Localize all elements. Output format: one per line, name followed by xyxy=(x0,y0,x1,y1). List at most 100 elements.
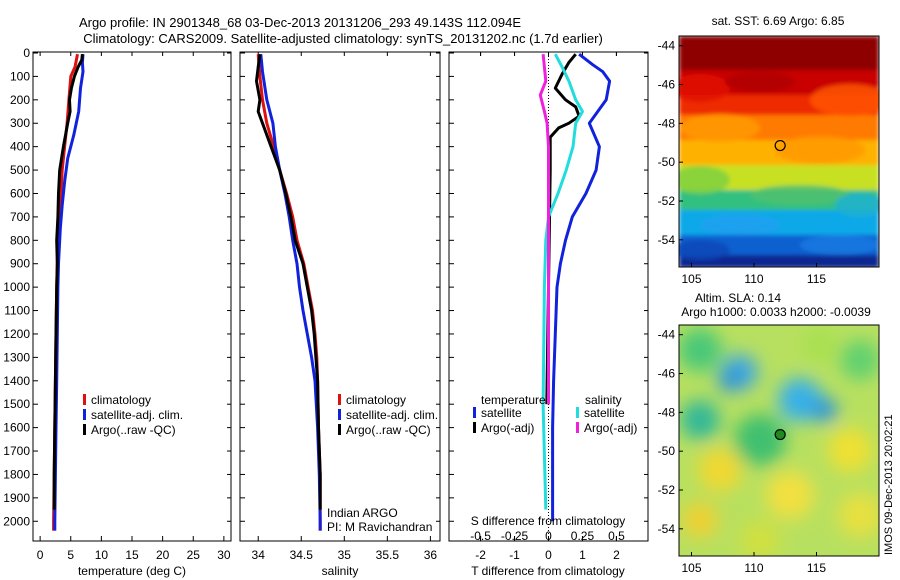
legend-climatology xyxy=(83,394,86,405)
sst-profile-marker xyxy=(774,139,786,152)
legend-s-satellite xyxy=(576,407,579,418)
salinity-line-0 xyxy=(256,54,322,531)
salinity-axis-label: salinity xyxy=(322,564,359,578)
temperature-profiles xyxy=(52,53,85,531)
temperature-axes-box xyxy=(32,51,232,542)
sla-map-subtitle: Argo h1000: 0.0033 h2000: -0.0039 xyxy=(681,305,871,319)
sst-band xyxy=(679,255,879,267)
salinity-depth-ticks xyxy=(240,52,440,522)
depth-tick-label: 1200 xyxy=(3,327,30,341)
sla-patch xyxy=(679,328,722,372)
difference-line-2 xyxy=(541,53,584,510)
sla-patch xyxy=(680,400,720,440)
lon-tick-label: 115 xyxy=(807,272,826,286)
sla-patch xyxy=(802,327,838,363)
depth-tick-label: 1700 xyxy=(3,444,30,458)
x-tick-label: -2 xyxy=(475,548,486,562)
sst-patch xyxy=(680,114,760,142)
x-tick-label: 10 xyxy=(95,548,109,562)
sla-blobs xyxy=(679,327,879,556)
lat-tick-label: -46 xyxy=(658,367,676,381)
x-tick-label: 1 xyxy=(579,548,586,562)
difference-line-3 xyxy=(538,54,550,405)
legend-s-argo xyxy=(576,422,579,433)
difference-depth-ticks xyxy=(449,52,648,522)
temperature-line-2 xyxy=(52,54,84,510)
legend-t-argo-label: Argo(-adj) xyxy=(481,421,534,435)
x-tick-label: 20 xyxy=(156,548,170,562)
legend-argo-label: Argo(..raw -QC) xyxy=(91,423,176,437)
x-tick-label: 0 xyxy=(37,548,44,562)
temperature-line-1 xyxy=(53,54,85,531)
sst-band xyxy=(679,36,879,71)
lon-tick-label: 110 xyxy=(744,272,763,286)
lat-tick-label: -52 xyxy=(658,483,676,497)
s-difference-ticks: -0.5 -0.25 0 0.25 0.5 xyxy=(470,52,625,543)
lat-tick-label: -44 xyxy=(658,328,676,342)
sla-axis-ticks: 105 110 115 -44 -46 -48 -50 -52 -54 xyxy=(658,328,827,575)
sst-patch xyxy=(810,84,879,116)
x-tick-label: 35 xyxy=(338,548,352,562)
temperature-panel: 0100200300400500600700800900100011001200… xyxy=(3,46,232,578)
legend-group-salinity: salinity xyxy=(585,393,622,407)
sst-patch xyxy=(725,72,795,92)
imos-timestamp: IMOS 09-Dec-2013 20:02:21 xyxy=(883,414,895,555)
salinity-axis-ticks: 34 34.5 35 35.5 36 xyxy=(252,52,437,562)
legend-argo xyxy=(83,424,86,435)
sst-patch xyxy=(750,185,850,205)
sla-patch xyxy=(840,340,879,380)
difference-panel: -2 -1 0 1 2 -0.5 -0.25 0 0.25 0.5 S difference f… xyxy=(448,51,649,578)
lon-tick-label: 110 xyxy=(744,561,763,575)
depth-tick-label: 1900 xyxy=(3,491,30,505)
lat-tick-label: -50 xyxy=(658,155,676,169)
sst-axis-ticks: 105 110 115 -44 -46 -48 -50 -52 -54 xyxy=(658,39,827,286)
t-difference-axis-label: T difference from climatology xyxy=(471,564,625,578)
temperature-axis-ticks: 0 5 10 15 20 25 30 xyxy=(37,52,231,562)
x-tick-label: -0.25 xyxy=(501,529,529,543)
depth-tick-label: 600 xyxy=(10,186,30,200)
x-tick-label: 34 xyxy=(252,548,266,562)
sst-patch xyxy=(679,74,730,102)
depth-tick-label: 900 xyxy=(10,257,30,271)
depth-tick-label: 1300 xyxy=(3,350,30,364)
s-difference-axis-label: S difference from climatology xyxy=(471,514,626,528)
salinity-line-2 xyxy=(255,54,322,510)
sst-patch xyxy=(700,215,780,235)
sla-patch xyxy=(698,448,742,492)
difference-line-1 xyxy=(545,53,581,405)
x-tick-label: 0.5 xyxy=(608,529,625,543)
depth-tick-label: 1500 xyxy=(3,397,30,411)
salinity-panel: 34 34.5 35 35.5 36 salinity climatologysatel… xyxy=(239,51,441,578)
salinity-axes-box xyxy=(239,51,441,542)
sla-axes-box xyxy=(678,324,880,557)
x-tick-label: 34.5 xyxy=(290,548,314,562)
legend-climatology-label: climatology xyxy=(346,393,406,407)
sla-patch xyxy=(740,520,780,556)
legend-satellite xyxy=(338,409,341,420)
legend-climatology-label: climatology xyxy=(91,393,151,407)
legend-satellite xyxy=(83,409,86,420)
depth-axis-ticks: 0 100 200 300 400 500 600 700 800 900 1000 1100 1200… xyxy=(3,46,231,528)
lon-tick-label: 115 xyxy=(807,561,826,575)
depth-tick-label: 200 xyxy=(10,93,30,107)
depth-tick-label: 800 xyxy=(10,233,30,247)
difference-line-0 xyxy=(551,53,612,522)
difference-profiles xyxy=(538,53,612,522)
sla-field xyxy=(679,325,879,556)
x-tick-label: 5 xyxy=(67,548,74,562)
salinity-profiles xyxy=(255,54,322,531)
lon-tick-label: 105 xyxy=(681,561,701,575)
sla-patch xyxy=(718,368,742,392)
lat-tick-label: -54 xyxy=(658,522,676,536)
depth-tick-label: 1000 xyxy=(3,280,30,294)
legend-argo-label: Argo(..raw -QC) xyxy=(346,423,431,437)
x-tick-label: 0 xyxy=(545,529,552,543)
sst-patch xyxy=(679,240,730,260)
lat-tick-label: -44 xyxy=(658,39,676,53)
legend-s-satellite-label: satellite xyxy=(584,406,625,420)
sst-patch xyxy=(800,235,879,255)
lat-tick-label: -54 xyxy=(658,233,676,247)
